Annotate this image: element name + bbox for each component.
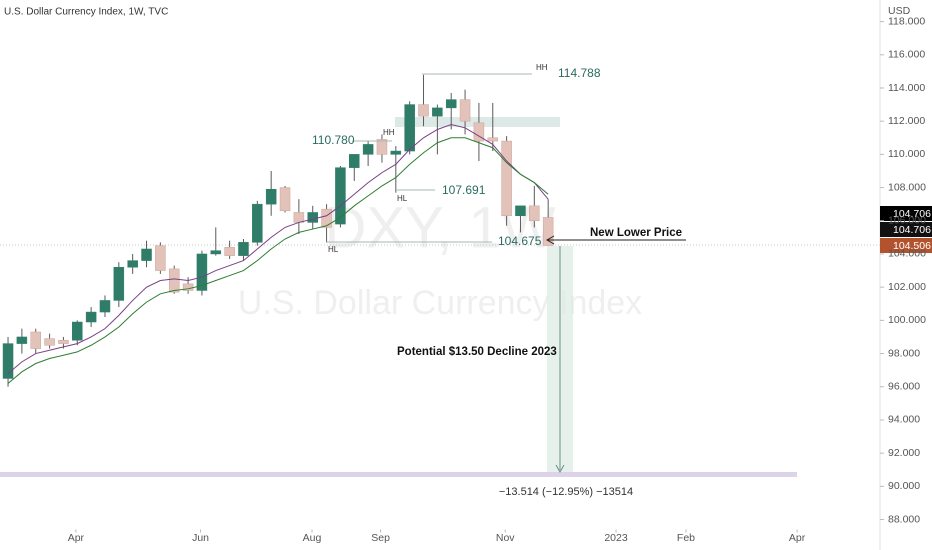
annotation: HH bbox=[536, 63, 548, 72]
candle-body bbox=[349, 154, 360, 168]
annotation: 110.780 bbox=[312, 133, 355, 147]
candle-body bbox=[252, 203, 263, 243]
plot bbox=[2, 74, 554, 387]
watermark: DXY, 1W bbox=[324, 195, 555, 260]
y-tick-label: 104.000 bbox=[888, 248, 926, 260]
candle-body bbox=[99, 300, 111, 313]
candle-body bbox=[224, 247, 235, 256]
annotation: 107.691 bbox=[442, 183, 486, 197]
candle-body bbox=[487, 137, 499, 142]
candle-body bbox=[238, 242, 249, 256]
candle-body bbox=[72, 321, 83, 341]
y-tick-label: 100.000 bbox=[888, 314, 926, 326]
y-tick-label: 110.000 bbox=[888, 148, 925, 160]
x-tick-label: Aug bbox=[303, 532, 322, 544]
price-tag-label: 104.706 bbox=[893, 224, 931, 236]
y-tick-label: 90.000 bbox=[888, 480, 920, 492]
y-tick-label: 108.000 bbox=[888, 181, 926, 193]
candle-body bbox=[321, 208, 332, 228]
y-tick-label: 98.000 bbox=[888, 347, 920, 359]
price-tag bbox=[880, 238, 932, 253]
candle-body bbox=[141, 248, 152, 261]
zone bbox=[395, 117, 560, 127]
candle-body bbox=[501, 140, 512, 217]
annotation: HL bbox=[397, 194, 408, 203]
candle-body bbox=[196, 253, 208, 291]
annotation: HH bbox=[383, 128, 395, 137]
y-tick-label: 106.000 bbox=[888, 215, 926, 227]
candle-body bbox=[85, 311, 97, 323]
annotation: Potential $13.50 Decline 2023 bbox=[397, 346, 557, 358]
currency-label: USD bbox=[888, 5, 911, 17]
moving-average bbox=[7, 137, 549, 384]
candle-body bbox=[362, 144, 374, 155]
candle-body bbox=[335, 167, 346, 225]
y-tick-label: 94.000 bbox=[888, 414, 920, 426]
candle-body bbox=[390, 150, 402, 155]
x-tick-label: 2023 bbox=[604, 532, 628, 544]
x-tick-label: Feb bbox=[677, 532, 695, 544]
annotation-arrowhead bbox=[545, 235, 555, 245]
y-tick-label: 102.000 bbox=[888, 281, 926, 293]
chart-title: U.S. Dollar Currency Index, 1W, TVC bbox=[4, 7, 168, 18]
watermark: U.S. Dollar Currency Index bbox=[238, 284, 642, 322]
x-tick-label: Apr bbox=[789, 532, 806, 544]
candle-body bbox=[307, 212, 318, 223]
candle-body bbox=[44, 338, 55, 346]
price-tag bbox=[880, 222, 932, 237]
candle-body bbox=[210, 250, 222, 255]
price-tag-label: 104.706 bbox=[893, 208, 931, 220]
candle-body bbox=[529, 205, 540, 222]
y-tick-label: 112.000 bbox=[888, 115, 925, 127]
annotation: 114.788 bbox=[558, 66, 601, 80]
y-tick-label: 92.000 bbox=[888, 447, 920, 459]
annotation: HL bbox=[328, 245, 339, 254]
candle-body bbox=[58, 340, 69, 344]
candle-body bbox=[432, 107, 443, 117]
x-tick-label: Jun bbox=[192, 532, 209, 544]
x-tick-label: Sep bbox=[371, 532, 390, 544]
candle-body bbox=[473, 122, 485, 142]
candle-body bbox=[279, 187, 291, 212]
candle-body bbox=[445, 99, 457, 109]
x-tick-label: Apr bbox=[68, 532, 85, 544]
candle-body bbox=[113, 266, 125, 301]
annotation: 104.675 bbox=[498, 234, 542, 248]
y-tick-label: 116.000 bbox=[888, 49, 925, 61]
candle-body bbox=[127, 260, 138, 268]
candle-body bbox=[265, 188, 277, 205]
y-tick-label: 118.000 bbox=[888, 15, 925, 27]
candle-body bbox=[168, 268, 180, 293]
candle-body bbox=[459, 99, 471, 122]
y-tick-label: 114.000 bbox=[888, 82, 925, 94]
candle-body bbox=[155, 245, 166, 271]
candle-body bbox=[418, 104, 429, 117]
candle-body bbox=[404, 104, 415, 152]
annotation: −13.514 (−12.95%) −13514 bbox=[499, 486, 633, 498]
candle-body bbox=[2, 343, 14, 379]
range-arrowhead bbox=[555, 464, 565, 474]
x-tick-label: Nov bbox=[496, 532, 515, 544]
price-tag-label: 104.506 bbox=[893, 240, 931, 252]
candle-body bbox=[30, 331, 41, 349]
moving-average bbox=[7, 123, 549, 374]
annotation: New Lower Price bbox=[590, 227, 682, 239]
candle-body bbox=[515, 205, 526, 217]
support-band bbox=[0, 472, 797, 477]
y-tick-label: 96.000 bbox=[888, 381, 920, 393]
y-tick-label: 88.000 bbox=[888, 513, 920, 525]
candle-body bbox=[16, 336, 28, 344]
candle-body bbox=[542, 217, 554, 246]
candle-body bbox=[376, 139, 388, 155]
candle-body bbox=[293, 212, 305, 223]
price-tag bbox=[880, 206, 932, 221]
